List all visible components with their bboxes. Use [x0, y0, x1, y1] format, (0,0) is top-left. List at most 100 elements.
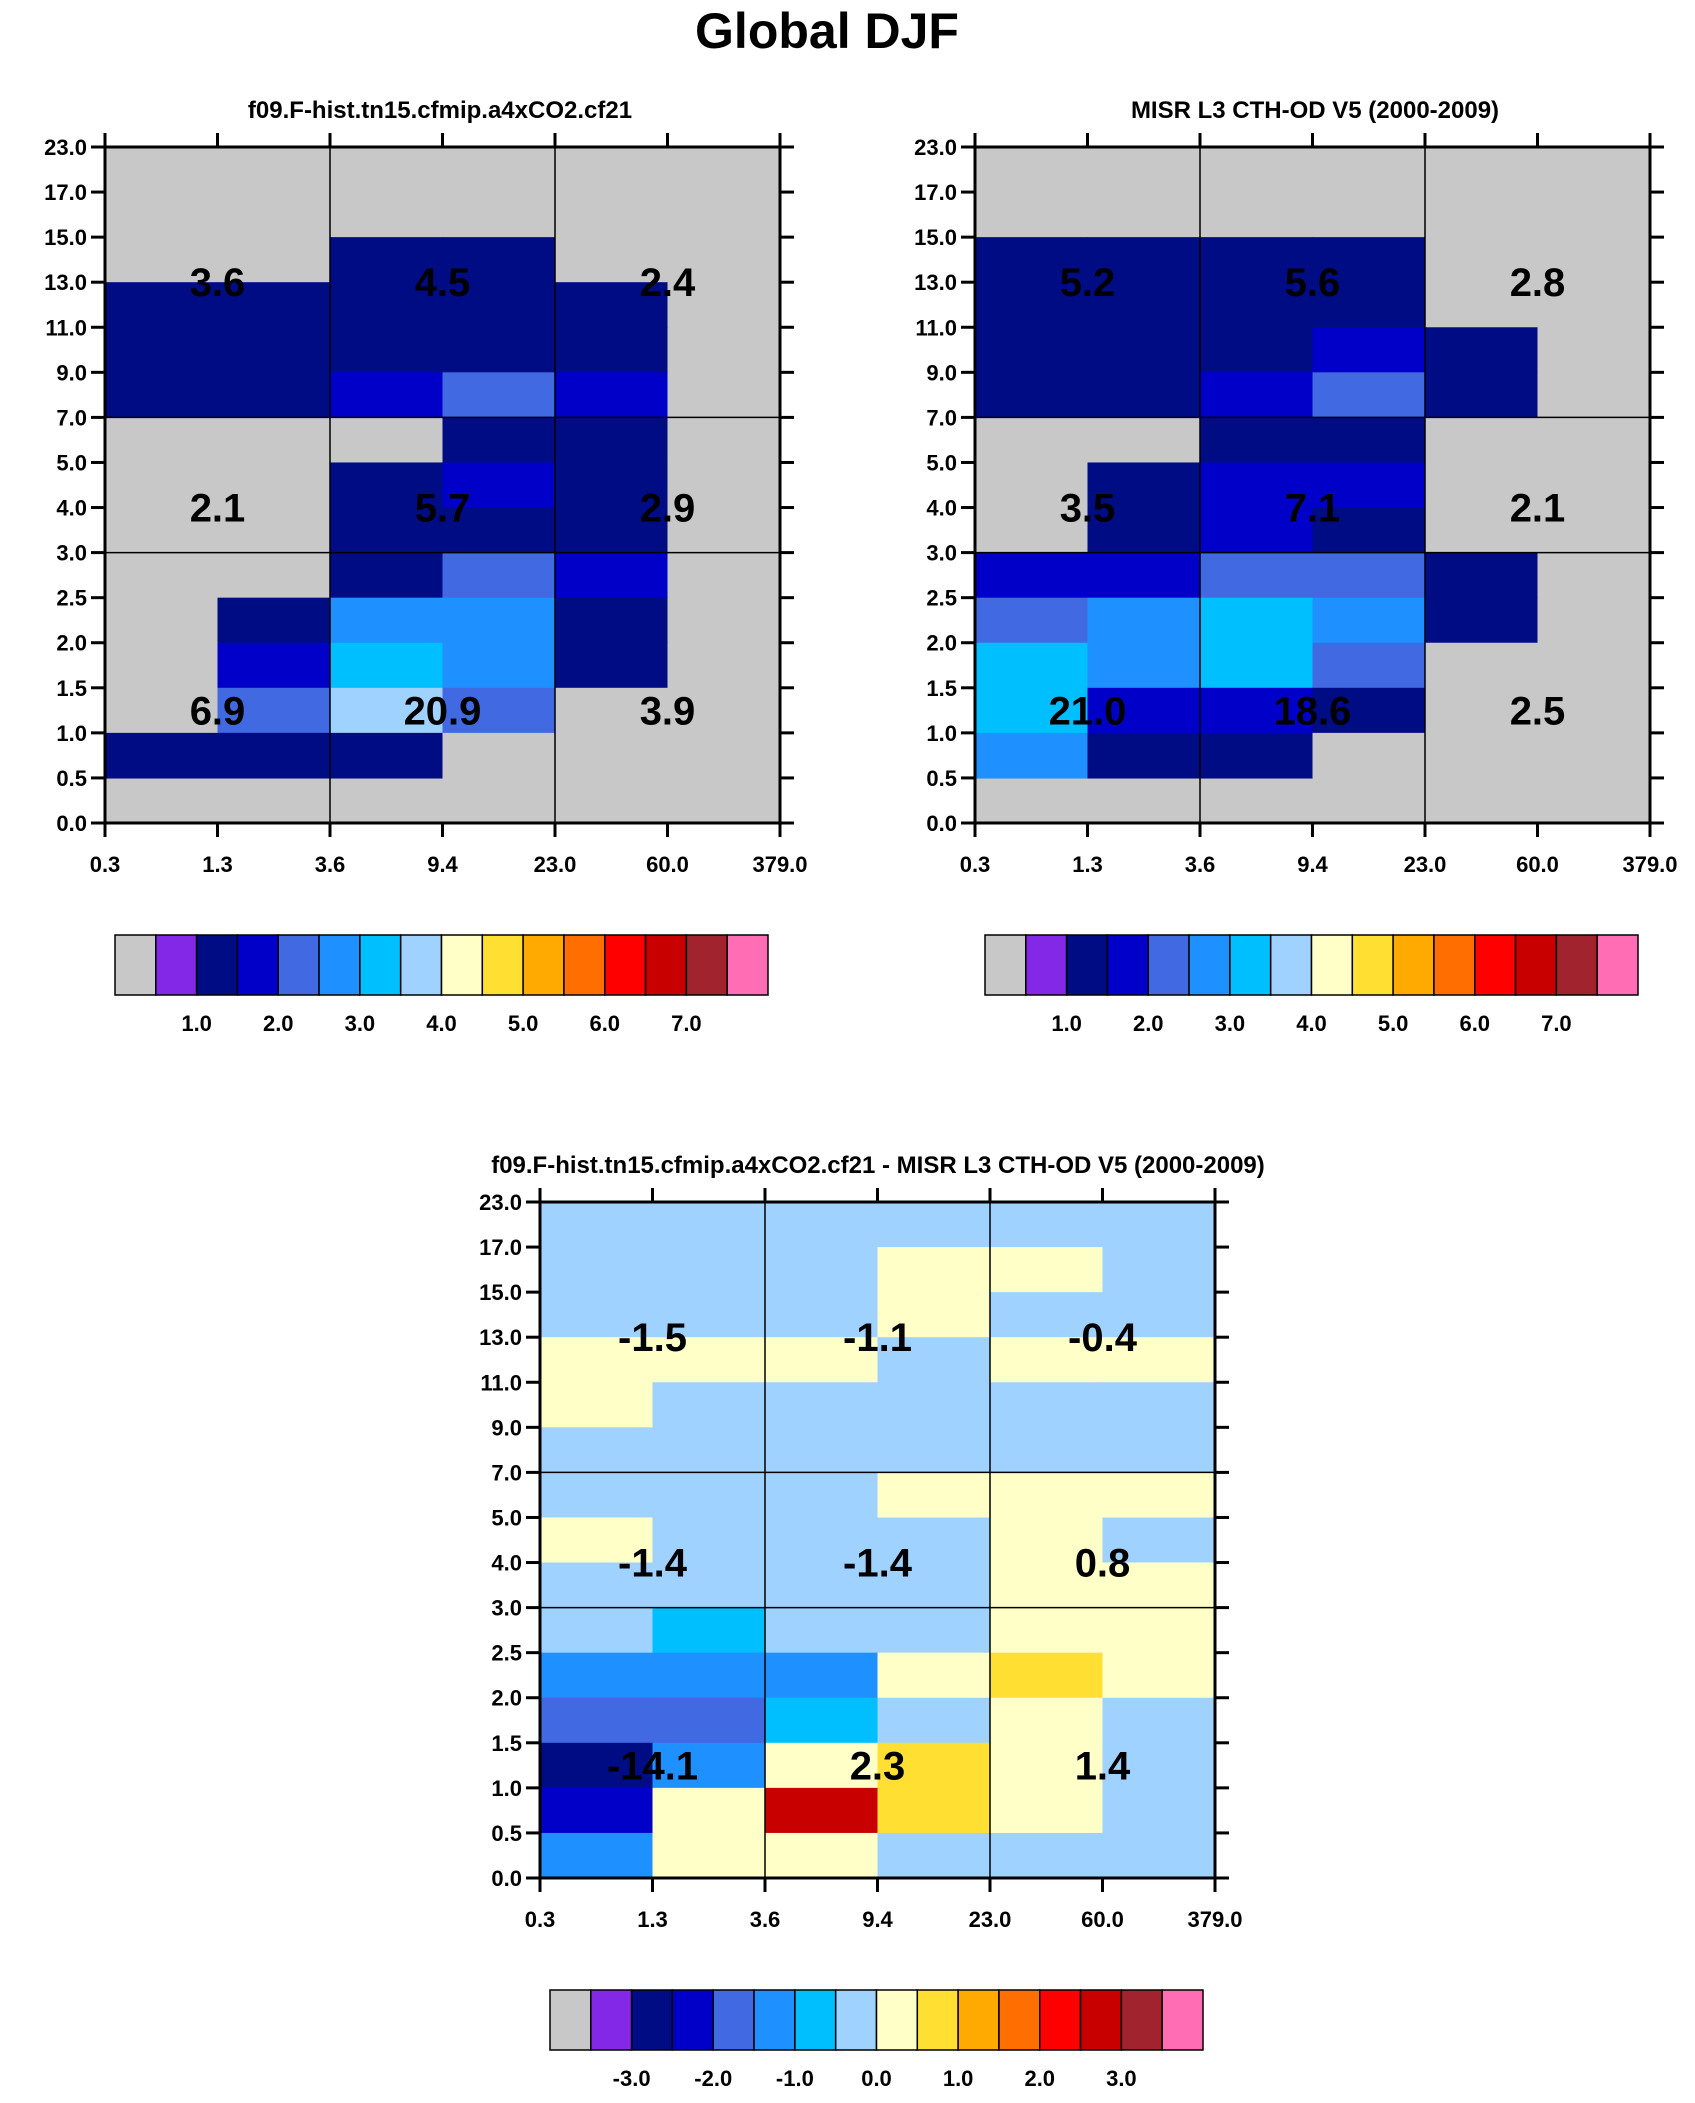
- heatmap-cell: [1537, 687, 1651, 734]
- heatmap-cell: [1537, 237, 1651, 283]
- y-tick-label: 0.0: [56, 811, 87, 836]
- heatmap-cell: [990, 1292, 1104, 1338]
- heatmap-cell: [1537, 507, 1651, 554]
- heatmap-cell: [667, 282, 781, 328]
- heatmap-cell: [652, 1202, 766, 1248]
- colorbar-tick-label: -3.0: [613, 2066, 651, 2091]
- x-tick-label: 379.0: [752, 852, 807, 877]
- colorbar-swatch: [359, 934, 402, 996]
- y-tick-label: 7.0: [926, 405, 957, 430]
- heatmap-cell: [217, 687, 331, 734]
- heatmap-cell: [975, 552, 1089, 599]
- heatmap-cell: [765, 1832, 879, 1879]
- heatmap-cell: [765, 1337, 879, 1383]
- heatmap-cell: [990, 1427, 1104, 1473]
- y-tick-label: 2.5: [491, 1641, 522, 1666]
- y-tick-label: 2.5: [56, 586, 87, 611]
- heatmap-cell: [990, 1562, 1104, 1609]
- colorbar-tick-label: 1.0: [943, 2066, 974, 2091]
- heatmap-cell: [765, 1202, 879, 1248]
- heatmap-cell: [105, 687, 219, 734]
- heatmap-cell: [1200, 462, 1314, 509]
- colorbar-swatch: [563, 934, 606, 996]
- heatmap-cell: [540, 1427, 654, 1473]
- heatmap-cell: [1537, 327, 1651, 373]
- colorbar-tick-label: 7.0: [1541, 1011, 1572, 1036]
- colorbar-tick-label: -2.0: [694, 2066, 732, 2091]
- heatmap-cell: [105, 237, 219, 283]
- colorbar-tick-label: 7.0: [671, 1011, 702, 1036]
- region-value-label: 5.7: [415, 487, 471, 531]
- heatmap-cell: [667, 462, 781, 509]
- y-tick-label: 0.5: [491, 1821, 522, 1846]
- heatmap-cell: [540, 1517, 654, 1564]
- x-tick-label: 60.0: [1516, 852, 1559, 877]
- heatmap-cell: [1425, 687, 1539, 734]
- heatmap-cell: [105, 732, 219, 779]
- region-value-label: 3.5: [1060, 487, 1116, 531]
- heatmap-cell: [1537, 552, 1651, 599]
- heatmap-cell: [877, 1562, 991, 1609]
- heatmap-cell: [1425, 597, 1539, 644]
- heatmap-cell: [877, 1517, 991, 1564]
- colorbar-swatch: [753, 1989, 796, 2051]
- heatmap-cell: [765, 1472, 879, 1519]
- y-tick-label: 17.0: [479, 1235, 522, 1260]
- region-value-label: 1.4: [1075, 1744, 1131, 1788]
- heatmap-cell: [1200, 732, 1314, 779]
- x-tick-label: 1.3: [1072, 852, 1103, 877]
- heatmap-cell: [330, 237, 444, 283]
- heatmap-cell: [540, 1292, 654, 1338]
- y-tick-label: 5.0: [926, 450, 957, 475]
- y-tick-label: 2.5: [926, 586, 957, 611]
- y-tick-label: 7.0: [56, 405, 87, 430]
- figure-title: Global DJF: [695, 3, 959, 59]
- heatmap-cell: [442, 147, 556, 193]
- heatmap-cell: [1312, 642, 1426, 689]
- heatmap-cell: [1312, 462, 1426, 509]
- heatmap-cell: [330, 462, 444, 509]
- heatmap-cell: [217, 282, 331, 328]
- heatmap-cell: [765, 1292, 879, 1338]
- panel-model: f09.F-hist.tn15.cfmip.a4xCO2.cf21 0.0 0.5…: [44, 97, 807, 1036]
- heatmap-cell: [442, 282, 556, 328]
- x-tick-label: 1.3: [202, 852, 233, 877]
- colorbar-swatch: [1229, 934, 1272, 996]
- heatmap-cell: [667, 417, 781, 464]
- heatmap-cell: [990, 1472, 1104, 1519]
- heatmap-cell: [1537, 372, 1651, 418]
- heatmap-cell: [975, 147, 1089, 193]
- heatmap-cell: [1425, 282, 1539, 328]
- heatmap-cell: [1425, 552, 1539, 599]
- y-tick-label: 1.5: [926, 676, 957, 701]
- y-tick-label: 3.0: [491, 1596, 522, 1621]
- heatmap-cell: [540, 1247, 654, 1293]
- heatmap-cell: [1102, 1337, 1216, 1383]
- heatmap-cell: [442, 237, 556, 283]
- heatmap-cell: [330, 642, 444, 689]
- region-value-label: -1.1: [843, 1316, 912, 1360]
- colorbar-swatch: [1433, 934, 1476, 996]
- heatmap-cell: [765, 1607, 879, 1654]
- x-tick-label: 3.6: [1185, 852, 1216, 877]
- heatmap-cell: [555, 687, 669, 734]
- region-value-label: -1.5: [618, 1316, 687, 1360]
- heatmap-cell: [217, 597, 331, 644]
- heatmap-cell: [667, 597, 781, 644]
- x-tick-label: 23.0: [534, 852, 577, 877]
- heatmap-cell: [1200, 327, 1314, 373]
- heatmap-cell: [540, 1742, 654, 1789]
- heatmap-cell: [877, 1787, 991, 1834]
- x-tick-label: 23.0: [1404, 852, 1447, 877]
- colorbar-tick-label: 2.0: [1024, 2066, 1055, 2091]
- heatmap-cell: [330, 507, 444, 554]
- heatmap-cell: [330, 372, 444, 418]
- y-tick-label: 1.0: [491, 1776, 522, 1801]
- heatmap-cell: [555, 147, 669, 193]
- heatmap-cell: [1537, 282, 1651, 328]
- heatmap-cell: [1087, 192, 1201, 238]
- colorbar-tick-label: 0.0: [861, 2066, 892, 2091]
- x-tick-label: 0.3: [960, 852, 991, 877]
- heatmap-cell: [555, 372, 669, 418]
- heatmap-cell: [1087, 462, 1201, 509]
